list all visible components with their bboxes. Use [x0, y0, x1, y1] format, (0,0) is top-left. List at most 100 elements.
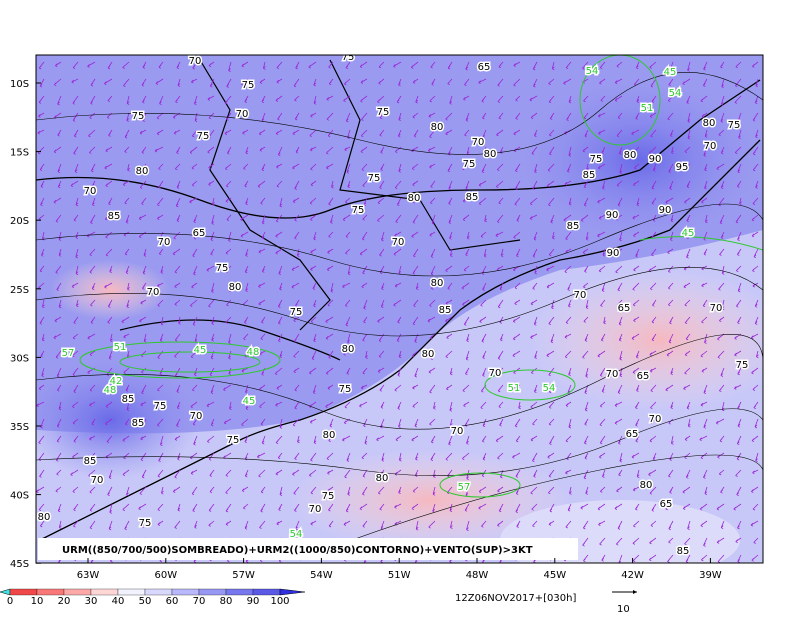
wind-arrow	[534, 163, 538, 174]
wind-arrow	[461, 282, 470, 290]
wind-arrow	[259, 350, 266, 356]
wind-arrow	[584, 418, 589, 426]
wind-arrow	[718, 282, 725, 291]
wind-arrow	[547, 180, 555, 188]
wind-arrow	[259, 401, 266, 409]
wind-arrow	[480, 61, 487, 68]
wind-arrow	[108, 197, 113, 206]
wind-arrow	[362, 486, 368, 496]
contour-label: 70	[489, 368, 502, 379]
wind-arrow	[497, 163, 504, 171]
wind-arrow	[705, 214, 708, 224]
wind-arrow	[345, 197, 351, 204]
contour-label: 80	[229, 282, 242, 293]
wind-arrow	[72, 112, 79, 122]
wind-arrow	[583, 554, 589, 563]
wind-arrow	[449, 401, 453, 412]
wind-arrow	[57, 180, 62, 189]
wind-arrow	[57, 129, 62, 137]
wind-arrow	[359, 248, 368, 256]
wind-arrow	[347, 486, 351, 496]
wind-arrow	[668, 520, 674, 531]
wind-arrow	[245, 146, 249, 155]
wind-arrow	[173, 231, 181, 240]
wind-arrow	[462, 163, 470, 171]
wind-arrow	[344, 146, 351, 152]
wind-arrow	[292, 469, 300, 476]
wind-arrow	[275, 401, 283, 407]
wind-arrow	[632, 282, 640, 291]
wind-arrow	[261, 163, 266, 172]
wind-arrow	[548, 520, 555, 526]
wind-arrow	[263, 61, 266, 70]
wind-arrow	[567, 163, 572, 173]
wind-arrow	[618, 316, 623, 326]
contour-label: 75	[197, 131, 210, 142]
wind-arrow	[381, 452, 385, 462]
contour-label: 80	[323, 430, 336, 441]
wind-arrow	[685, 554, 691, 563]
wind-arrow	[602, 248, 606, 257]
wind-arrow	[275, 214, 283, 223]
colorbar-label: 30	[85, 596, 98, 607]
wind-arrow	[57, 95, 62, 106]
wind-arrow	[309, 197, 317, 205]
colorbar-bin	[63, 588, 92, 596]
wind-arrow	[260, 418, 266, 426]
wind-arrow	[750, 520, 759, 527]
wind-arrow	[243, 333, 249, 341]
wind-arrow	[241, 486, 249, 493]
wind-arrow	[104, 214, 113, 221]
wind-arrow	[365, 350, 368, 359]
wind-arrow	[720, 146, 725, 155]
wind-arrow	[139, 180, 147, 189]
wind-arrow	[583, 469, 589, 480]
wind-arrow	[649, 537, 657, 545]
wind-arrow	[176, 401, 181, 410]
wind-arrow	[174, 282, 181, 289]
wind-arrow	[123, 333, 130, 339]
wind-arrow	[275, 95, 283, 102]
wind-arrow	[719, 316, 725, 323]
contour-label: 75	[736, 360, 749, 371]
wind-arrow	[650, 384, 657, 392]
wind-arrow	[156, 129, 164, 136]
wind-arrow	[414, 367, 419, 378]
wind-arrow	[412, 78, 419, 84]
wind-arrow	[361, 282, 368, 289]
wind-arrow	[532, 282, 538, 290]
wind-arrow	[161, 486, 164, 495]
wind-arrow	[88, 129, 96, 138]
wind-arrow	[310, 316, 317, 323]
wind-arrow	[649, 554, 657, 562]
wind-arrow	[89, 435, 96, 441]
wind-arrow	[361, 112, 368, 121]
wind-arrow	[312, 384, 317, 394]
wind-arrow	[515, 163, 521, 173]
contour-label: 70	[710, 303, 723, 314]
wind-arrow	[583, 95, 589, 103]
wind-arrow	[412, 486, 419, 493]
wind-arrow	[279, 418, 283, 429]
lat-label: 45S	[10, 559, 29, 570]
wind-arrow	[326, 112, 334, 121]
wind-arrow	[412, 112, 419, 119]
wind-arrow	[142, 112, 147, 122]
wind-arrow	[293, 486, 300, 495]
wind-arrow	[141, 197, 147, 206]
colorbar-bin	[144, 588, 173, 596]
wind-arrow	[294, 384, 300, 392]
wind-arrow	[614, 503, 623, 510]
wind-arrow	[737, 163, 742, 174]
wind-arrow	[193, 265, 198, 276]
wind-arrow	[297, 435, 300, 444]
wind-arrow	[312, 282, 317, 290]
wind-arrow	[378, 469, 385, 479]
wind-arrow	[71, 282, 79, 289]
contour-label: 85	[583, 170, 596, 181]
wind-arrow	[665, 384, 674, 392]
wind-arrow	[398, 112, 402, 122]
wind-arrow	[142, 265, 147, 275]
wind-arrow	[157, 384, 164, 392]
colorbar-bin	[252, 588, 281, 596]
